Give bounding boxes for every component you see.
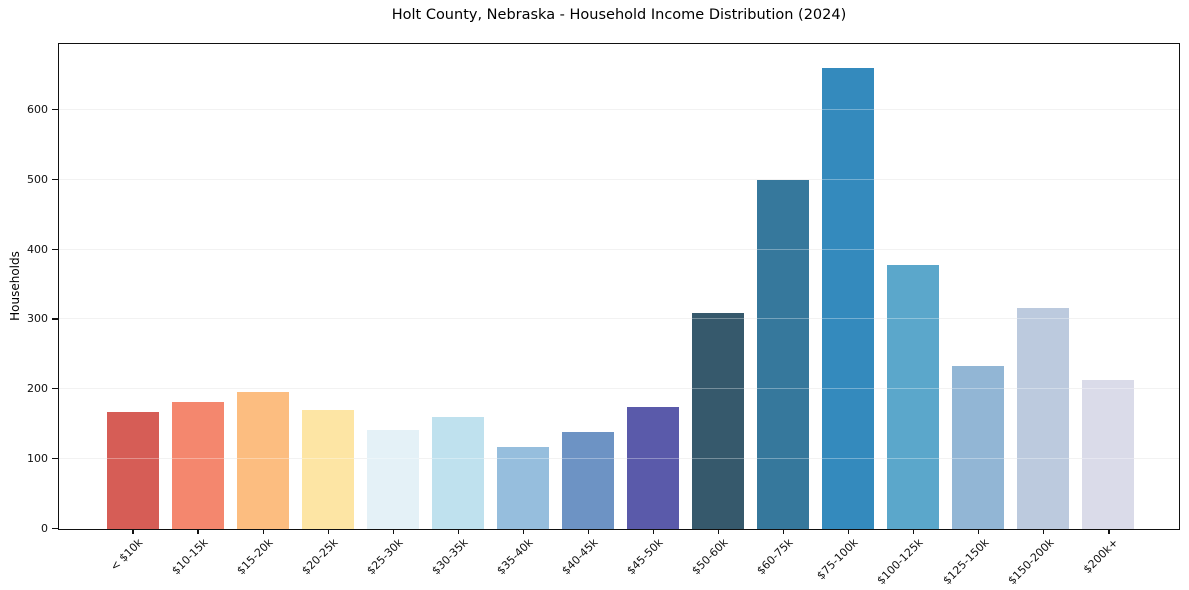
x-tick — [457, 529, 459, 534]
bar-slot — [165, 44, 230, 529]
y-tick — [52, 458, 58, 460]
x-tick — [848, 529, 850, 534]
y-tick-label: 100 — [27, 452, 48, 466]
y-tick-label: 300 — [27, 312, 48, 326]
bar-slot — [490, 44, 555, 529]
x-tick — [1108, 529, 1110, 534]
gridline-300 — [59, 318, 1179, 320]
gridline-400 — [59, 248, 1179, 250]
bar-slot — [1076, 44, 1141, 529]
bar — [301, 410, 354, 529]
x-tick — [913, 529, 915, 534]
bar-slot — [686, 44, 751, 529]
x-tick — [783, 529, 785, 534]
gridlines-under — [59, 44, 1179, 529]
bar-slot — [946, 44, 1011, 529]
bar — [496, 447, 549, 529]
y-tick-label: 200 — [27, 382, 48, 396]
bar-slot — [555, 44, 620, 529]
gridline-500 — [59, 178, 1179, 180]
gridline-100 — [59, 458, 1179, 460]
y-tick — [52, 178, 58, 180]
y-tick-label: 600 — [27, 102, 48, 116]
bar-slot — [881, 44, 946, 529]
gridline-600 — [59, 108, 1179, 110]
y-tick — [52, 318, 58, 320]
gridline-600 — [59, 108, 1179, 110]
bar-slot — [360, 44, 425, 529]
x-tick — [717, 529, 720, 534]
bar-slot — [230, 44, 295, 529]
x-tick — [978, 529, 980, 534]
bar — [757, 179, 810, 529]
bar — [171, 401, 224, 529]
gridlines-over — [59, 44, 1179, 529]
y-tick — [52, 108, 58, 111]
gridline-400 — [59, 248, 1179, 250]
x-tick — [262, 529, 264, 534]
y-tick — [52, 248, 58, 250]
bar-slot — [751, 44, 816, 529]
gridline-200 — [59, 388, 1179, 390]
x-tick — [652, 529, 655, 534]
bar-slot — [295, 44, 360, 529]
chart-title: Holt County, Nebraska - Household Income… — [391, 7, 847, 23]
x-tick — [587, 529, 590, 534]
gridline-300 — [59, 318, 1179, 320]
y-tick-label: 0 — [41, 522, 48, 535]
bar — [431, 417, 484, 529]
bar-slot — [816, 44, 881, 529]
bar — [1082, 379, 1135, 529]
bar — [822, 68, 875, 529]
x-tick — [197, 529, 199, 534]
bar — [1017, 307, 1070, 529]
bar — [106, 411, 159, 529]
bar-slot — [1011, 44, 1076, 529]
gridline-500 — [59, 178, 1179, 180]
bar-slot — [425, 44, 490, 529]
bar-slot — [621, 44, 686, 529]
x-tick — [327, 529, 329, 534]
bar — [366, 429, 419, 529]
x-tick — [522, 529, 524, 534]
bar-slot — [100, 44, 165, 529]
bar — [236, 392, 289, 529]
y-tick-label: 400 — [27, 242, 48, 256]
y-tick — [52, 527, 58, 530]
bar — [952, 366, 1005, 529]
x-tick — [132, 529, 134, 534]
y-tick — [52, 388, 58, 390]
bar — [627, 406, 680, 529]
x-tick — [392, 529, 394, 534]
gridline-100 — [59, 458, 1179, 460]
gridline-200 — [59, 388, 1179, 390]
bars-container — [59, 44, 1179, 529]
plot-area — [58, 43, 1180, 530]
bar — [561, 431, 614, 529]
bar — [887, 265, 940, 529]
x-tick — [1043, 529, 1045, 534]
bar — [692, 312, 745, 529]
y-tick-label: 500 — [27, 172, 48, 186]
